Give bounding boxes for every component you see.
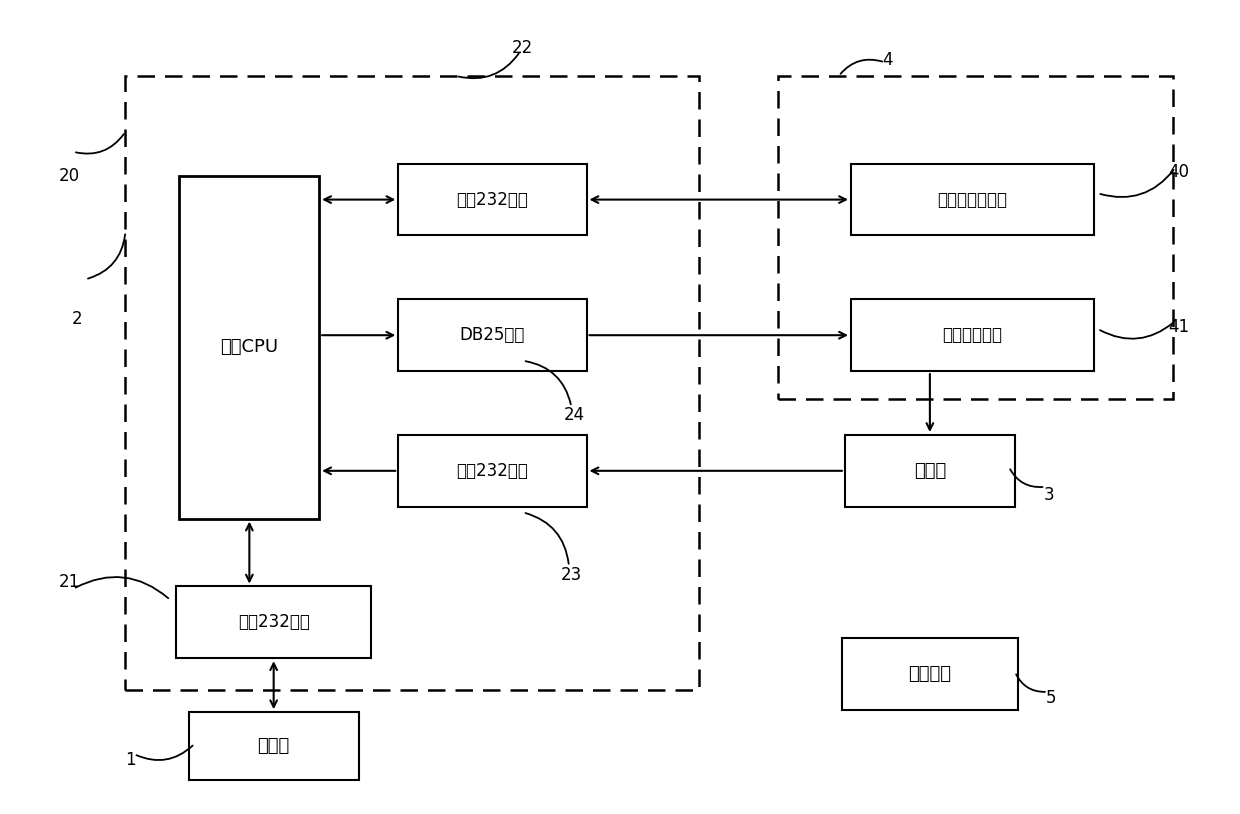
Bar	[844, 435, 1014, 506]
Text: 高低温控制单元: 高低温控制单元	[937, 190, 1007, 208]
Text: 计算机: 计算机	[258, 737, 290, 755]
Bar	[851, 164, 1094, 235]
Bar	[777, 76, 1173, 399]
Text: 选位测试单元: 选位测试单元	[942, 326, 1002, 344]
Text: 24: 24	[563, 406, 584, 424]
Text: 1: 1	[125, 751, 135, 768]
Text: 2: 2	[72, 310, 82, 328]
Bar	[398, 435, 587, 506]
Text: 21: 21	[58, 574, 81, 592]
Bar	[180, 176, 319, 519]
Bar	[188, 712, 358, 780]
Text: 第二232接口: 第二232接口	[456, 190, 528, 208]
Text: 23: 23	[560, 566, 582, 584]
Text: 直流电源: 直流电源	[909, 665, 951, 683]
Text: 第一232接口: 第一232接口	[238, 614, 310, 632]
Bar	[842, 638, 1018, 710]
Bar	[851, 300, 1094, 371]
Text: 核心CPU: 核心CPU	[221, 338, 279, 357]
Text: DB25并口: DB25并口	[460, 326, 525, 344]
Text: 4: 4	[882, 51, 893, 69]
Text: 第三232接口: 第三232接口	[456, 462, 528, 479]
Text: 频率计: 频率计	[914, 462, 946, 479]
Text: 41: 41	[1168, 318, 1189, 336]
Bar	[125, 76, 699, 690]
Bar	[398, 164, 587, 235]
Text: 40: 40	[1168, 163, 1189, 181]
Bar	[176, 586, 371, 659]
Text: 20: 20	[60, 167, 81, 185]
Text: 3: 3	[1044, 486, 1054, 504]
Bar	[398, 300, 587, 371]
Text: 5: 5	[1047, 689, 1056, 707]
Text: 22: 22	[512, 39, 533, 57]
